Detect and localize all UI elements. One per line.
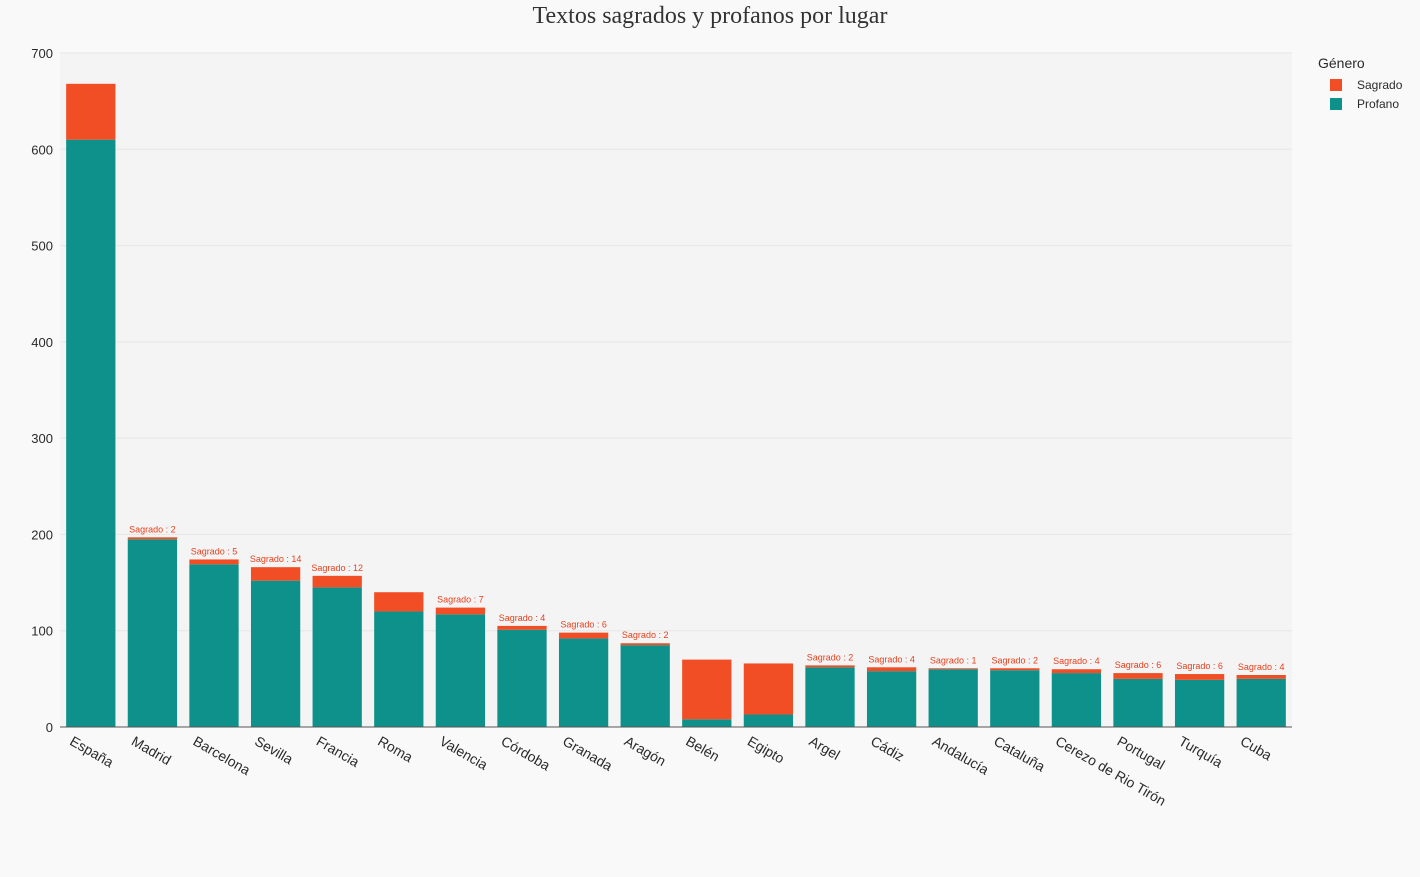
bar-sagrado[interactable] [990,668,1040,671]
y-tick-label: 300 [31,431,53,446]
x-tick-label: Francia [314,733,363,770]
x-tick-label: Cataluña [991,733,1048,775]
bar-profano[interactable] [805,667,855,727]
bar-profano[interactable] [497,629,547,727]
y-tick-label: 600 [31,142,53,157]
bar-annotation: Sagrado : 4 [1238,662,1285,672]
x-tick-label: Andalucía [930,733,992,778]
bar-sagrado[interactable] [928,668,978,670]
bar-profano[interactable] [1113,678,1163,727]
legend-label-profano: Profano [1357,96,1400,111]
bar-sagrado[interactable] [497,625,547,630]
plot-area [60,53,1292,727]
x-tick-label: Valencia [437,733,491,773]
x-tick-label: Argel [807,733,843,763]
x-tick-label: Cádiz [868,733,907,765]
bar-annotation: Sagrado : 14 [250,554,302,564]
legend-swatch-sagrado [1330,78,1342,91]
x-tick-label: Aragón [622,733,669,769]
bar-sagrado[interactable] [189,559,239,565]
bar-profano[interactable] [1051,673,1102,727]
bar-sagrado[interactable] [435,607,486,615]
bar-profano[interactable] [1236,678,1286,727]
legend: Género Sagrado Profano [1318,55,1402,113]
x-tick-label: Barcelona [191,733,254,778]
bar-sagrado[interactable] [1236,675,1286,679]
bar-annotation: Sagrado : 4 [868,654,915,664]
bar-sagrado[interactable] [1174,674,1225,680]
bar-sagrado[interactable] [374,592,424,612]
bar-annotation: Sagrado : 2 [807,652,854,662]
bar-annotation: Sagrado : 2 [992,655,1039,665]
x-tick-label: Cerezo de Rio Tirón [1053,733,1169,809]
y-tick-label: 0 [46,720,53,735]
bar-profano[interactable] [250,580,301,727]
annotations: Sagrado : 2 Sagrado : 5 Sagrado : 14 Sagrad… [129,524,1284,672]
x-tick-label: Madrid [129,733,174,768]
y-tick-label: 200 [31,527,53,542]
bar-profano[interactable] [620,645,670,727]
x-tick-label: Cuba [1238,733,1275,764]
bar-profano[interactable] [866,671,917,727]
legend-swatch-profano [1330,97,1342,110]
y-tick-label: 400 [31,335,53,350]
bar-annotation: Sagrado : 2 [129,524,176,534]
bar-sagrado[interactable] [682,659,732,720]
bar-profano[interactable] [127,539,178,727]
bar-sagrado[interactable] [312,575,362,588]
y-tick-label: 500 [31,239,53,254]
bar-sagrado[interactable] [805,665,855,668]
bar-profano[interactable] [66,139,116,727]
x-tick-label: Portugal [1115,733,1168,773]
legend-item-sagrado[interactable]: Sagrado [1318,75,1402,94]
legend-title: Género [1318,55,1365,71]
x-tick-label: España [67,733,116,771]
bar-annotation: Sagrado : 4 [499,613,546,623]
bar-profano[interactable] [928,669,978,727]
bar-profano[interactable] [743,714,794,727]
bar-sagrado[interactable] [558,632,609,639]
bar-annotation: Sagrado : 7 [437,595,484,605]
legend-item-profano[interactable]: Profano [1318,94,1402,113]
bar-annotation: Sagrado : 1 [930,655,977,665]
bar-sagrado[interactable] [127,537,178,540]
bar-profano[interactable] [189,564,239,727]
bar-sagrado[interactable] [250,567,301,581]
x-tick-label: Roma [375,733,416,766]
bar-profano[interactable] [312,587,362,727]
chart-title: Textos sagrados y profanos por lugar [532,3,888,29]
bar-sagrado[interactable] [1051,669,1102,674]
y-tick-label: 100 [31,624,53,639]
bar-annotation: Sagrado : 2 [622,630,669,640]
x-tick-label: Turquía [1176,733,1226,771]
bar-profano[interactable] [682,719,732,727]
bar-sagrado[interactable] [1113,673,1163,679]
x-tick-label: Belén [683,733,722,765]
x-tick-label: Egipto [745,733,788,767]
bar-sagrado[interactable] [866,667,917,672]
bar-annotation: Sagrado : 12 [311,563,363,573]
x-tick-label: Córdoba [499,733,554,774]
y-tick-label: 700 [31,46,53,61]
bar-annotation: Sagrado : 4 [1053,656,1100,666]
x-tick-label: Granada [560,733,615,774]
bar-annotation: Sagrado : 6 [1176,661,1223,671]
x-tick-label: Sevilla [252,733,296,768]
bar-profano[interactable] [1174,679,1225,727]
bar-sagrado[interactable] [66,83,116,140]
bar-profano[interactable] [374,611,424,727]
y-axis-ticks: 0 100 200 300 400 500 600 700 [31,46,53,735]
bar-sagrado[interactable] [620,643,670,646]
bar-profano[interactable] [990,670,1040,727]
bar-profano[interactable] [558,638,609,727]
bar-profano[interactable] [435,614,486,727]
bar-sagrado[interactable] [743,663,794,715]
legend-label-sagrado: Sagrado [1357,77,1403,92]
bars [66,83,1286,727]
bar-annotation: Sagrado : 5 [191,546,238,556]
bar-annotation: Sagrado : 6 [1115,660,1162,670]
bar-annotation: Sagrado : 6 [560,620,607,630]
